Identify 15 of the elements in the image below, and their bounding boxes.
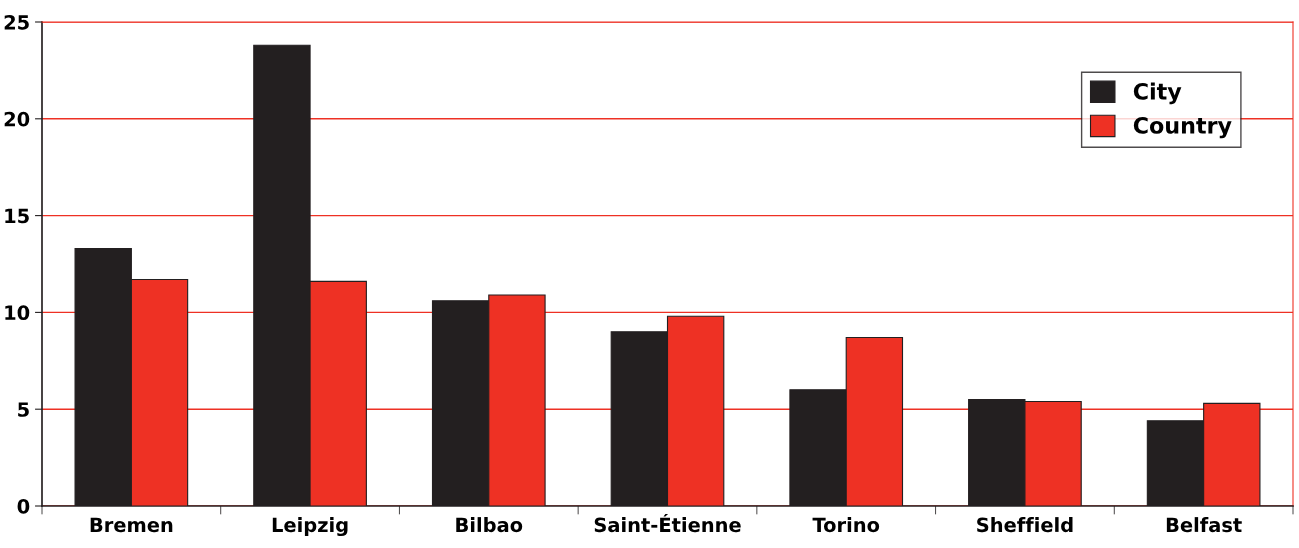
x-tick-label: Torino (812, 517, 880, 533)
x-tick-label: Bremen (90, 517, 173, 533)
legend-label: City (1133, 82, 1182, 105)
x-tick-label: Belfast (1166, 517, 1242, 533)
x-tick-label: Leipzig (272, 517, 348, 537)
y-tick-label: 10 (5, 305, 30, 321)
x-tick-label: Bilbao (456, 517, 523, 533)
y-tick-label: 15 (5, 208, 29, 224)
y-tick-label: 0 (17, 498, 30, 514)
y-tick-label: 25 (4, 14, 29, 30)
legend-label: Country (1133, 117, 1232, 139)
y-tick-label: 20 (4, 111, 30, 127)
x-tick-label: Sheffield (977, 517, 1073, 533)
x-tick-label: Saint-Étienne (594, 513, 741, 533)
y-tick-label: 5 (18, 402, 29, 417)
